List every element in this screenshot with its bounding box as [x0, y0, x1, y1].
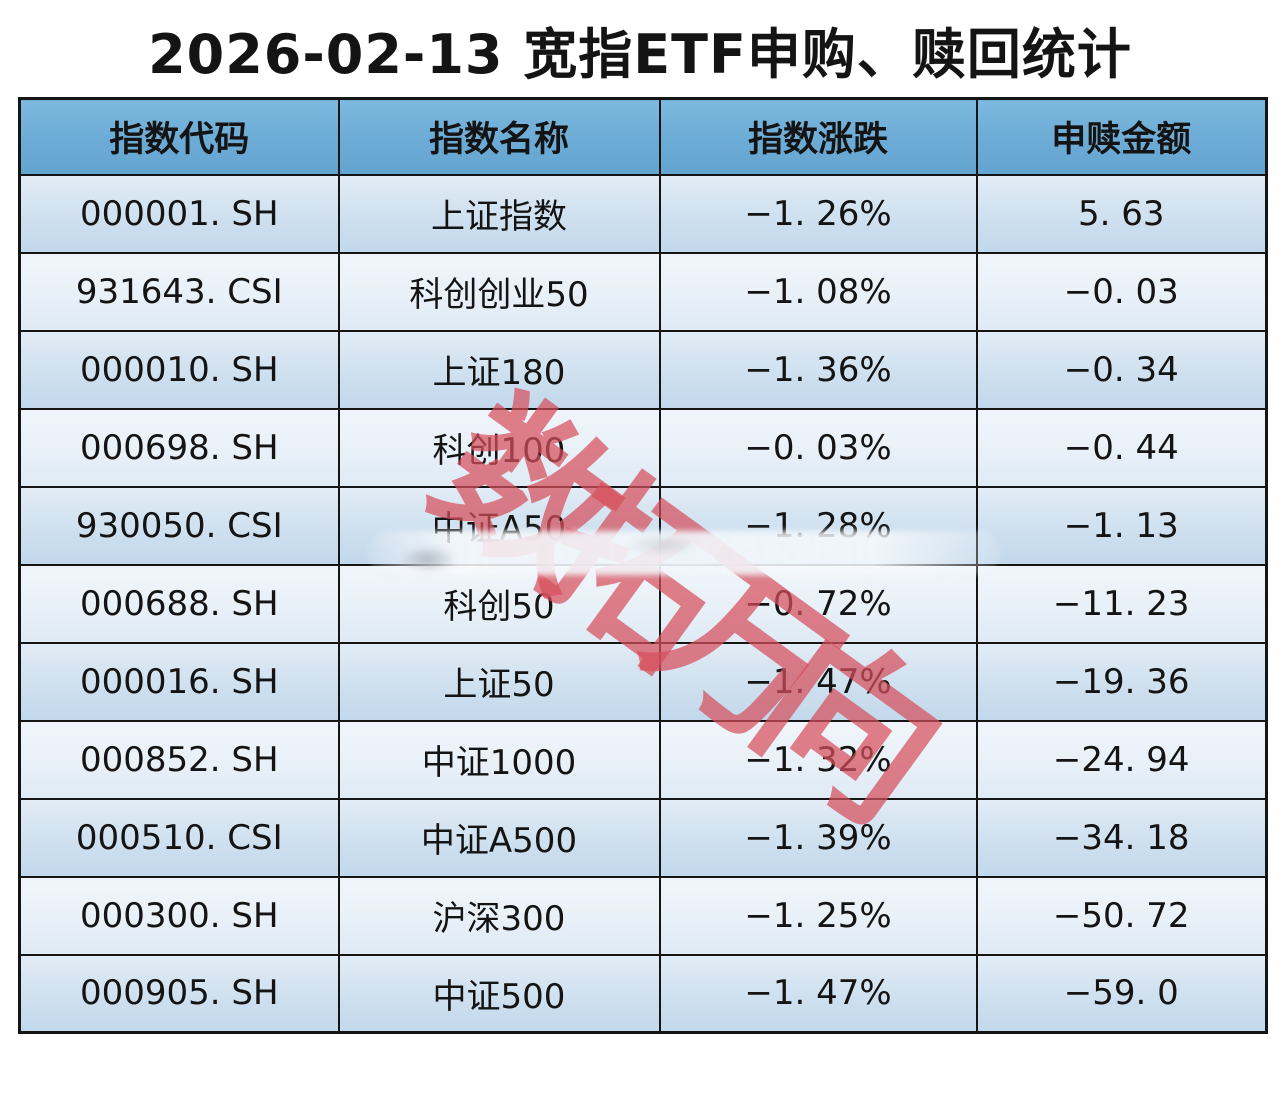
index-code-cell: 000852. SH	[18, 719, 340, 800]
index-code-cell: 000688. SH	[18, 563, 340, 644]
amount-cell: −19. 36	[975, 641, 1268, 722]
amount-cell: −50. 72	[975, 875, 1268, 956]
header-row: 指数代码 指数名称 指数涨跌 申赎金额	[18, 97, 1268, 176]
index-change-cell: −1. 47%	[658, 641, 978, 722]
index-name-cell: 上证指数	[337, 173, 661, 254]
index-code-cell: 000905. SH	[18, 953, 340, 1034]
amount-cell: −11. 23	[975, 563, 1268, 644]
index-change-cell: −1. 26%	[658, 173, 978, 254]
index-code-cell: 000016. SH	[18, 641, 340, 722]
col-header-index-name: 指数名称	[337, 97, 661, 176]
index-change-cell: −1. 08%	[658, 251, 978, 332]
table-row: 000001. SH 上证指数 −1. 26% 5. 63	[18, 173, 1268, 254]
index-code-cell: 000300. SH	[18, 875, 340, 956]
amount-cell: −34. 18	[975, 797, 1268, 878]
index-change-cell: −1. 39%	[658, 797, 978, 878]
index-name-cell: 中证A50	[337, 485, 661, 566]
col-header-index-code: 指数代码	[18, 97, 340, 176]
amount-cell: −59. 0	[975, 953, 1268, 1034]
index-name-cell: 上证180	[337, 329, 661, 410]
amount-cell: −0. 44	[975, 407, 1268, 488]
table-row: 931643. CSI 科创创业50 −1. 08% −0. 03	[18, 251, 1268, 332]
col-header-index-change: 指数涨跌	[658, 97, 978, 176]
index-change-cell: −1. 36%	[658, 329, 978, 410]
table-row: 000510. CSI 中证A500 −1. 39% −34. 18	[18, 797, 1268, 878]
index-change-cell: −1. 25%	[658, 875, 978, 956]
index-code-cell: 000510. CSI	[18, 797, 340, 878]
index-name-cell: 科创100	[337, 407, 661, 488]
table-row: 930050. CSI 中证A50 −1. 28% −1. 13	[18, 485, 1268, 566]
table-row: 000905. SH 中证500 −1. 47% −59. 0	[18, 953, 1268, 1034]
index-change-cell: −1. 47%	[658, 953, 978, 1034]
index-code-cell: 000698. SH	[18, 407, 340, 488]
col-header-redeem-amount: 申赎金额	[975, 97, 1268, 176]
index-name-cell: 科创创业50	[337, 251, 661, 332]
index-name-cell: 中证1000	[337, 719, 661, 800]
index-code-cell: 000010. SH	[18, 329, 340, 410]
etf-statistics-table: 指数代码 指数名称 指数涨跌 申赎金额 000001. SH 上证指数 −1. 26…	[18, 97, 1268, 1034]
index-name-cell: 中证A500	[337, 797, 661, 878]
table-row: 000698. SH 科创100 −0. 03% −0. 44	[18, 407, 1268, 488]
index-change-cell: −0. 03%	[658, 407, 978, 488]
table-row: 000300. SH 沪深300 −1. 25% −50. 72	[18, 875, 1268, 956]
index-change-cell: −1. 28%	[658, 485, 978, 566]
table-row: 000010. SH 上证180 −1. 36% −0. 34	[18, 329, 1268, 410]
amount-cell: −0. 03	[975, 251, 1268, 332]
table-row: 000016. SH 上证50 −1. 47% −19. 36	[18, 641, 1268, 722]
index-change-cell: −0. 72%	[658, 563, 978, 644]
index-name-cell: 上证50	[337, 641, 661, 722]
index-code-cell: 930050. CSI	[18, 485, 340, 566]
index-name-cell: 沪深300	[337, 875, 661, 956]
page-title: 2026-02-13 宽指ETF申购、赎回统计	[148, 23, 1132, 86]
index-code-cell: 931643. CSI	[18, 251, 340, 332]
amount-cell: −24. 94	[975, 719, 1268, 800]
index-name-cell: 科创50	[337, 563, 661, 644]
index-name-cell: 中证500	[337, 953, 661, 1034]
amount-cell: 5. 63	[975, 173, 1268, 254]
index-change-cell: −1. 32%	[658, 719, 978, 800]
index-code-cell: 000001. SH	[18, 173, 340, 254]
table-row: 000688. SH 科创50 −0. 72% −11. 23	[18, 563, 1268, 644]
amount-cell: −0. 34	[975, 329, 1268, 410]
table-row: 000852. SH 中证1000 −1. 32% −24. 94	[18, 719, 1268, 800]
amount-cell: −1. 13	[975, 485, 1268, 566]
